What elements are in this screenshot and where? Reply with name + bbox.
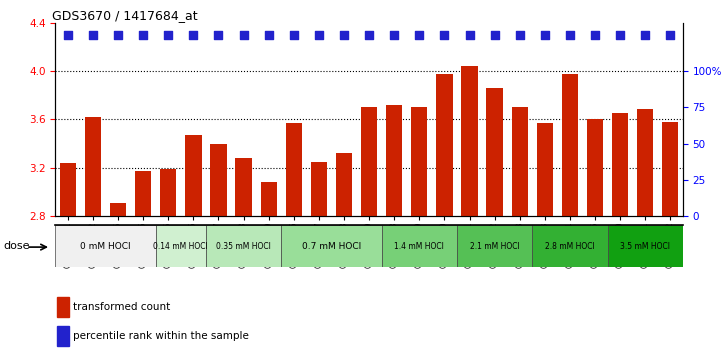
Bar: [512, 107, 528, 216]
Bar: [281, 225, 381, 267]
Text: 1.4 mM HOCl: 1.4 mM HOCl: [395, 242, 444, 251]
Text: 2.8 mM HOCl: 2.8 mM HOCl: [545, 242, 595, 251]
Bar: [537, 123, 553, 216]
Point: [639, 32, 651, 38]
Point: [87, 32, 99, 38]
Point: [363, 32, 375, 38]
Bar: [562, 74, 578, 216]
Bar: [160, 169, 176, 216]
Bar: [156, 225, 206, 267]
Bar: [436, 74, 453, 216]
Bar: [57, 326, 69, 346]
Text: 0.35 mM HOCl: 0.35 mM HOCl: [216, 242, 271, 251]
Bar: [411, 107, 427, 216]
Point: [62, 32, 74, 38]
Bar: [110, 203, 126, 216]
Bar: [311, 162, 327, 216]
Point: [112, 32, 124, 38]
Point: [665, 32, 676, 38]
Bar: [486, 88, 503, 216]
Bar: [587, 120, 604, 216]
Point: [614, 32, 626, 38]
Bar: [662, 122, 678, 216]
Bar: [608, 225, 683, 267]
Bar: [637, 109, 653, 216]
Point: [388, 32, 400, 38]
Point: [488, 32, 500, 38]
Bar: [210, 144, 226, 216]
Bar: [381, 225, 457, 267]
Point: [414, 32, 425, 38]
Point: [288, 32, 300, 38]
Bar: [85, 117, 101, 216]
Text: 0.14 mM HOCl: 0.14 mM HOCl: [154, 242, 208, 251]
Bar: [135, 171, 151, 216]
Text: 2.1 mM HOCl: 2.1 mM HOCl: [470, 242, 520, 251]
Point: [188, 32, 199, 38]
Bar: [185, 135, 202, 216]
Point: [138, 32, 149, 38]
Text: GDS3670 / 1417684_at: GDS3670 / 1417684_at: [52, 9, 198, 22]
Bar: [361, 107, 377, 216]
Bar: [612, 113, 628, 216]
Bar: [532, 225, 608, 267]
Text: dose: dose: [3, 241, 29, 251]
Bar: [285, 123, 302, 216]
Point: [162, 32, 174, 38]
Text: 0 mM HOCl: 0 mM HOCl: [80, 242, 131, 251]
Bar: [206, 225, 281, 267]
Bar: [386, 105, 403, 216]
Point: [564, 32, 576, 38]
Point: [213, 32, 224, 38]
Point: [514, 32, 526, 38]
Text: percentile rank within the sample: percentile rank within the sample: [73, 331, 249, 341]
Point: [313, 32, 325, 38]
Text: transformed count: transformed count: [73, 302, 170, 312]
Bar: [462, 67, 478, 216]
Bar: [261, 182, 277, 216]
Bar: [235, 158, 252, 216]
Bar: [457, 225, 532, 267]
Bar: [60, 163, 76, 216]
Point: [464, 32, 475, 38]
Bar: [57, 297, 69, 317]
Text: 0.7 mM HOCl: 0.7 mM HOCl: [302, 242, 361, 251]
Point: [263, 32, 274, 38]
Bar: [336, 153, 352, 216]
Bar: [55, 225, 156, 267]
Point: [438, 32, 450, 38]
Point: [589, 32, 601, 38]
Point: [539, 32, 550, 38]
Point: [238, 32, 250, 38]
Text: 3.5 mM HOCl: 3.5 mM HOCl: [620, 242, 670, 251]
Point: [339, 32, 350, 38]
